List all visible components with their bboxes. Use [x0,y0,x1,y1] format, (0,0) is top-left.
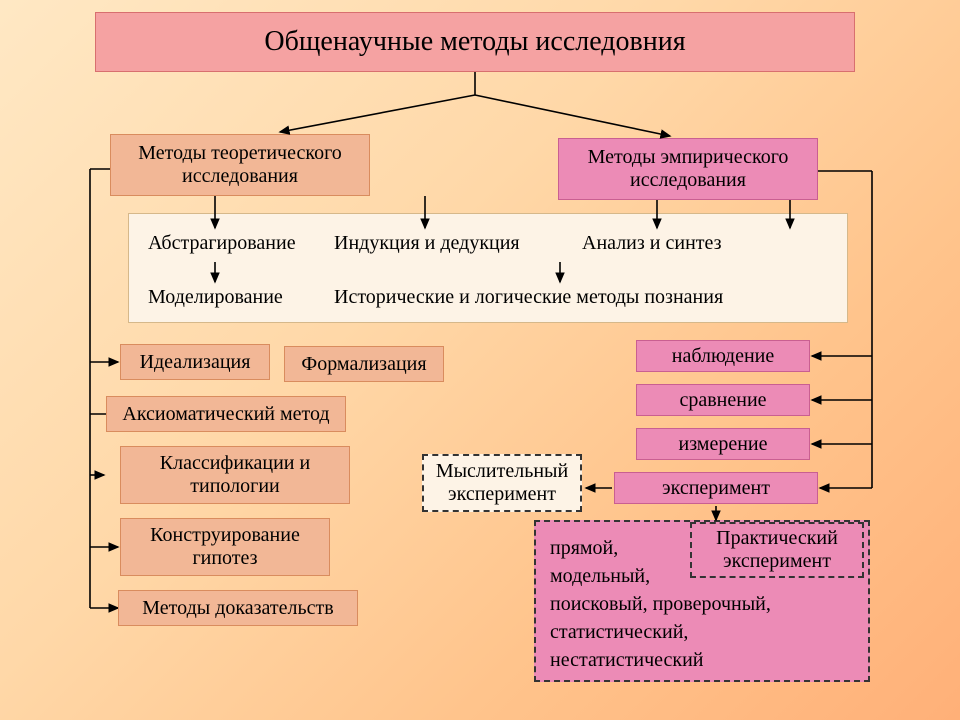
empirical-item: измерение [636,428,810,460]
practical-experiment-label: Практическийэксперимент [690,522,864,578]
empirical-item: эксперимент [614,472,818,504]
thought-experiment-box: Мыслительныйэксперимент [422,454,582,512]
shared-method-item: Исторические и логические методы познани… [334,286,723,309]
empirical-item: наблюдение [636,340,810,372]
theoretical-item: Классификации итипологии [120,446,350,504]
branch-theoretical: Методы теоретическогоисследования [110,134,370,196]
theoretical-item: Аксиоматический метод [106,396,346,432]
theoretical-item: Формализация [284,346,444,382]
empirical-item: сравнение [636,384,810,416]
shared-method-item: Анализ и синтез [582,232,722,255]
branch-empirical: Методы эмпирическогоисследования [558,138,818,200]
shared-method-item: Абстрагирование [148,232,296,255]
shared-method-item: Индукция и дедукция [334,232,520,255]
theoretical-item: Методы доказательств [118,590,358,626]
theoretical-item: Идеализация [120,344,270,380]
title-box: Общенаучные методы исследовния [95,12,855,72]
shared-method-item: Моделирование [148,286,283,309]
theoretical-item: Конструированиегипотез [120,518,330,576]
